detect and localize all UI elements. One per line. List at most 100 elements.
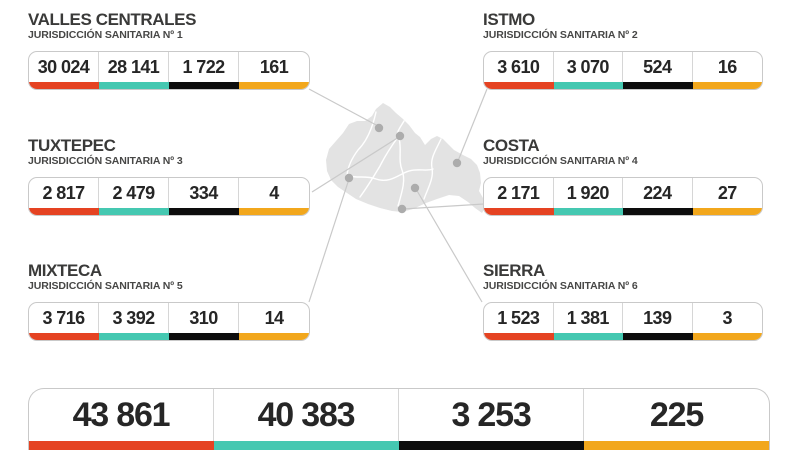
region-title: SIERRA xyxy=(483,261,545,280)
total-value: 3 253 xyxy=(399,389,584,441)
connector-sierra xyxy=(415,188,483,303)
stat-cell: 3 070 xyxy=(553,52,623,89)
connector-tuxtepec xyxy=(311,136,400,193)
stat-value: 2 817 xyxy=(29,178,99,208)
connector-istmo xyxy=(457,88,488,162)
stat-value: 2 479 xyxy=(99,178,169,208)
stat-value: 1 920 xyxy=(554,178,623,208)
stat-value: 3 xyxy=(722,307,733,328)
total-cell: 43 861 xyxy=(29,389,214,450)
stat-cell: 161 xyxy=(239,52,309,89)
stat-cell: 1 722 xyxy=(169,52,239,89)
map-marker-dot-costa xyxy=(397,204,407,214)
color-bar-yellow xyxy=(692,208,762,215)
color-bar-black xyxy=(399,441,584,450)
stat-cell: 139 xyxy=(623,303,693,340)
stat-cell: 524 xyxy=(623,52,693,89)
stat-value: 16 xyxy=(717,56,737,77)
color-bar-black xyxy=(169,333,239,340)
stat-value: 1 523 xyxy=(484,303,554,333)
jurisdiction-card-mixteca: MIXTECA JURISDICCIÓN SANITARIA Nº 5 3 71… xyxy=(28,261,310,341)
color-bar-red xyxy=(484,333,554,340)
stat-cell: 1 523 xyxy=(484,303,554,340)
stat-cell: 1 920 xyxy=(553,178,623,215)
stat-value: 14 xyxy=(264,307,284,328)
stat-cell: 4 xyxy=(239,178,309,215)
color-bar-yellow xyxy=(584,441,769,450)
map-marker-dot-sierra xyxy=(410,183,420,193)
stat-cell: 3 610 xyxy=(484,52,554,89)
stat-cell: 334 xyxy=(169,178,239,215)
color-bar-red xyxy=(484,82,554,89)
region-subtitle: JURISDICCIÓN SANITARIA Nº 1 xyxy=(28,29,183,41)
total-cell: 40 383 xyxy=(214,389,399,450)
stats-box: 2 817 2 479 334 4 xyxy=(28,177,310,216)
stat-cell: 2 479 xyxy=(99,178,169,215)
stat-cell: 3 392 xyxy=(99,303,169,340)
total-value: 40 383 xyxy=(214,389,399,441)
stats-box: 3 716 3 392 310 14 xyxy=(28,302,310,341)
map-markers xyxy=(344,123,462,214)
color-bar-teal xyxy=(99,333,169,340)
color-bar-yellow xyxy=(692,82,762,89)
color-bar-black xyxy=(623,333,693,340)
stat-value: 334 xyxy=(169,178,239,208)
color-bar-teal xyxy=(99,208,169,215)
stat-value: 310 xyxy=(169,303,239,333)
region-subtitle: JURISDICCIÓN SANITARIA Nº 3 xyxy=(28,155,183,167)
color-bar-yellow xyxy=(239,208,309,215)
grand-totals-bar: 43 861 40 383 3 253 225 xyxy=(28,388,770,450)
total-cell: 3 253 xyxy=(399,389,584,450)
color-bar-teal xyxy=(99,82,169,89)
connector-mixteca xyxy=(308,178,350,303)
stat-value: 4 xyxy=(269,182,279,203)
stat-cell: 14 xyxy=(239,303,309,340)
region-title: MIXTECA xyxy=(28,261,102,280)
stats-box: 3 610 3 070 524 16 xyxy=(483,51,763,90)
stat-value: 2 171 xyxy=(484,178,554,208)
stats-box: 2 171 1 920 224 27 xyxy=(483,177,763,216)
stat-value: 3 070 xyxy=(554,52,623,82)
stat-value: 524 xyxy=(623,52,693,82)
jurisdiction-card-tuxtepec: TUXTEPEC JURISDICCIÓN SANITARIA Nº 3 2 8… xyxy=(28,136,310,216)
region-subtitle: JURISDICCIÓN SANITARIA Nº 4 xyxy=(483,155,638,167)
region-title: COSTA xyxy=(483,136,540,155)
connector-costa xyxy=(402,203,485,210)
region-title: VALLES CENTRALES xyxy=(28,10,197,29)
stat-cell: 2 171 xyxy=(484,178,554,215)
color-bar-teal xyxy=(553,82,623,89)
stat-value: 1 722 xyxy=(169,52,239,82)
stat-value: 224 xyxy=(623,178,693,208)
color-bar-black xyxy=(169,208,239,215)
stat-cell: 2 817 xyxy=(29,178,99,215)
total-value: 225 xyxy=(649,395,704,434)
color-bar-teal xyxy=(553,208,623,215)
jurisdiction-card-costa: COSTA JURISDICCIÓN SANITARIA Nº 4 2 171 … xyxy=(483,136,763,216)
stat-cell: 16 xyxy=(692,52,762,89)
region-title: TUXTEPEC xyxy=(28,136,116,155)
stat-cell: 3 716 xyxy=(29,303,99,340)
color-bar-black xyxy=(169,82,239,89)
total-value: 43 861 xyxy=(29,389,214,441)
color-bar-teal xyxy=(553,333,623,340)
stat-value: 27 xyxy=(717,182,737,203)
state-shape xyxy=(326,103,486,213)
stat-value: 161 xyxy=(259,56,289,77)
map-marker-dot-istmo xyxy=(452,158,462,168)
stat-cell: 3 xyxy=(692,303,762,340)
stat-cell: 310 xyxy=(169,303,239,340)
stat-value: 3 716 xyxy=(29,303,99,333)
jurisdiction-card-istmo: ISTMO JURISDICCIÓN SANITARIA Nº 2 3 610 … xyxy=(483,10,763,90)
stat-value: 3 610 xyxy=(484,52,554,82)
stat-cell: 30 024 xyxy=(29,52,99,89)
region-title: ISTMO xyxy=(483,10,535,29)
region-subtitle: JURISDICCIÓN SANITARIA Nº 2 xyxy=(483,29,638,41)
color-bar-black xyxy=(623,82,693,89)
color-bar-teal xyxy=(214,441,399,450)
stat-value: 30 024 xyxy=(29,52,99,82)
color-bar-red xyxy=(484,208,554,215)
stat-value: 1 381 xyxy=(554,303,623,333)
jurisdiction-card-sierra: SIERRA JURISDICCIÓN SANITARIA Nº 6 1 523… xyxy=(483,261,763,341)
